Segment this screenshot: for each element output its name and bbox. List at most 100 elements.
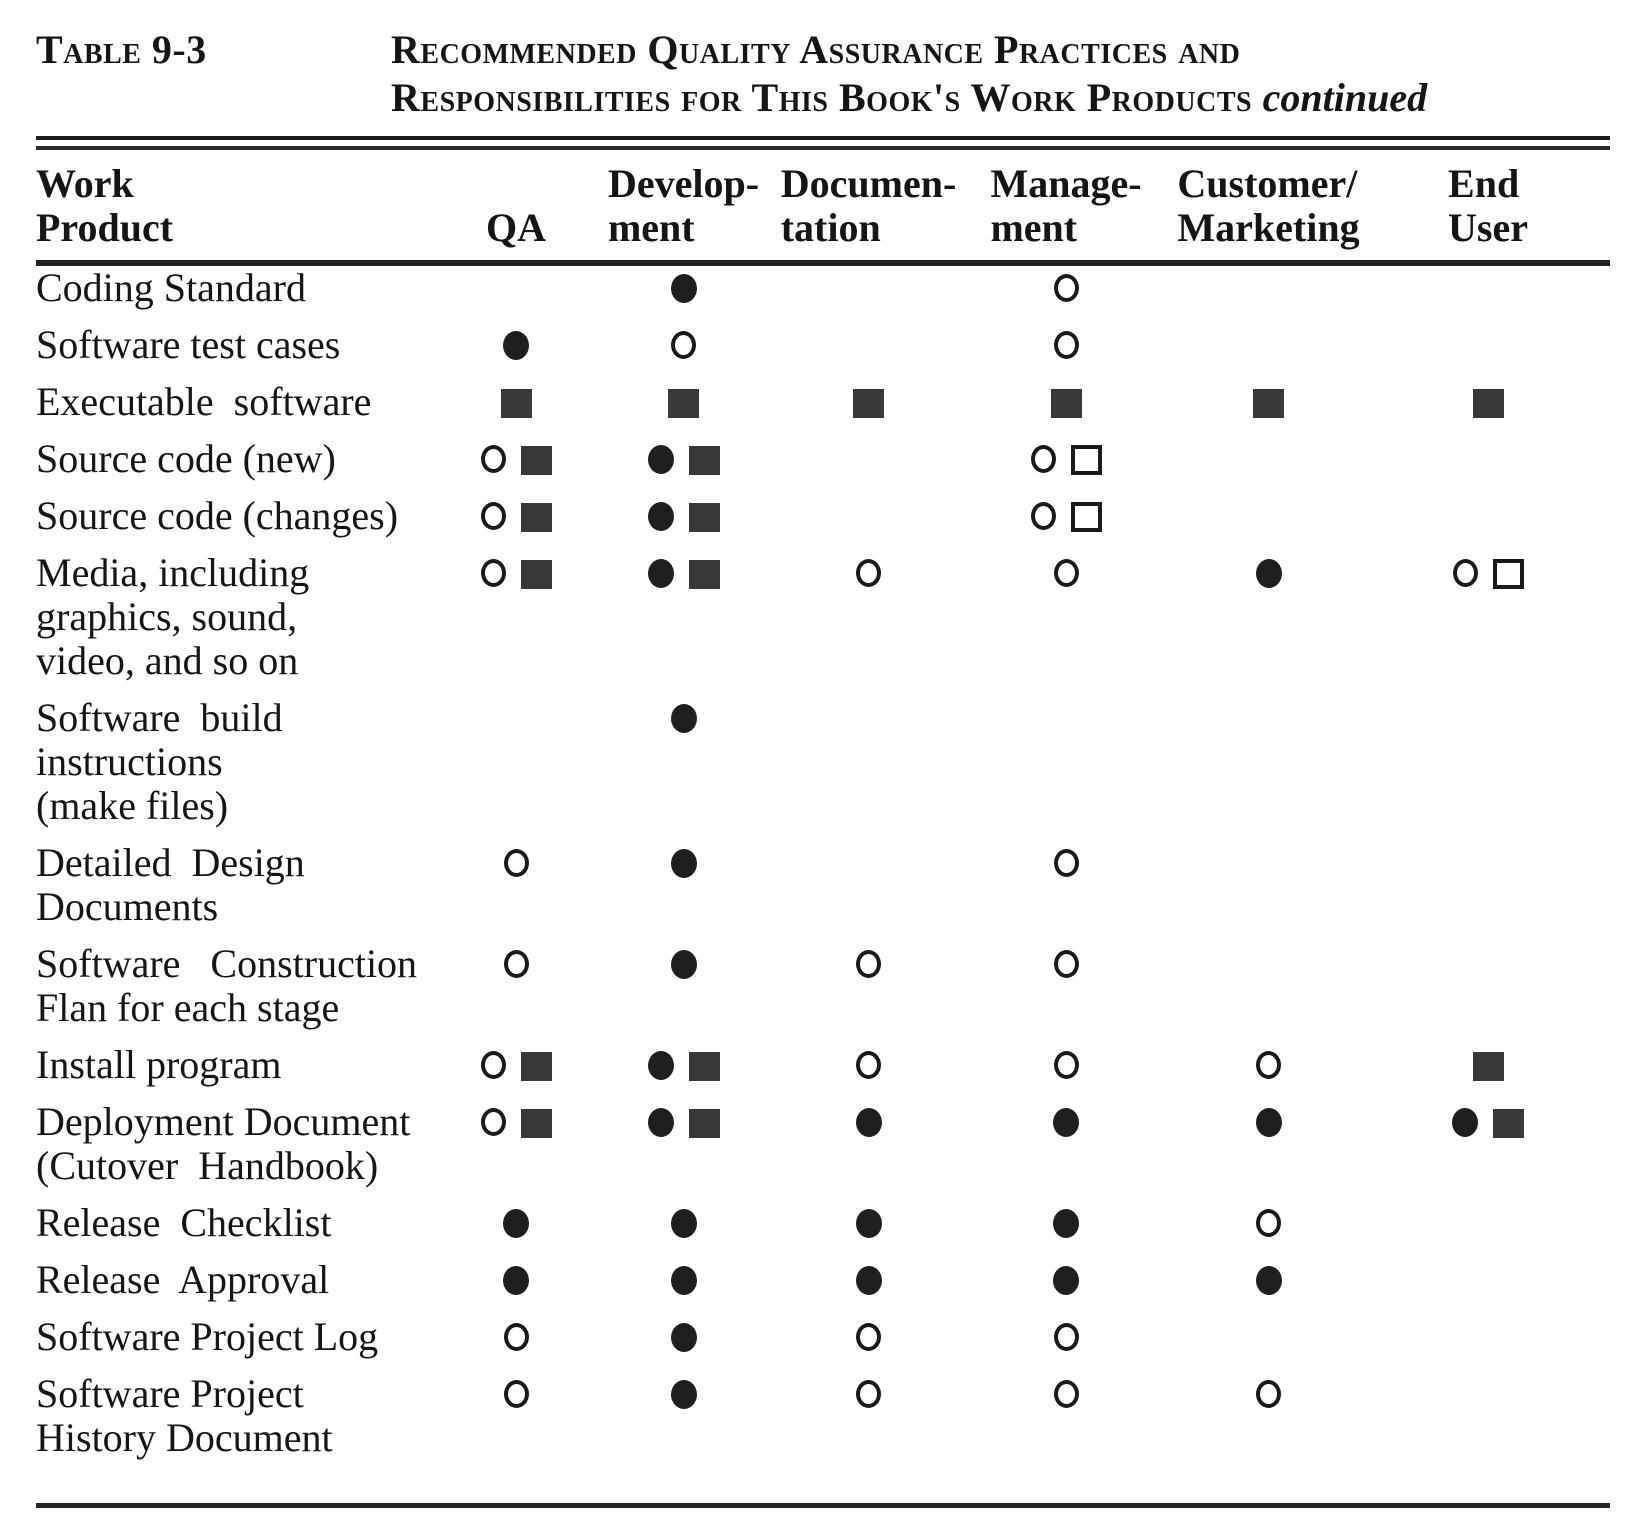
open-square-icon xyxy=(1070,445,1102,475)
responsibility-cell-development xyxy=(591,494,776,551)
responsibility-cell-qa xyxy=(441,696,591,841)
filled-circle-icon xyxy=(670,849,697,878)
filled-square-icon xyxy=(520,446,552,475)
open-circle-icon xyxy=(480,559,506,587)
filled-square-icon xyxy=(1493,1109,1524,1138)
responsibility-cell-customer-marketing xyxy=(1171,1315,1366,1372)
filled-circle-icon xyxy=(1053,1266,1079,1295)
responsibility-cell-management xyxy=(961,696,1171,841)
column-header-label: Manage-ment xyxy=(990,161,1142,250)
open-circle-icon xyxy=(856,950,881,978)
filled-square-icon xyxy=(688,1052,720,1081)
responsibility-cell-documentation xyxy=(776,942,961,1043)
responsibility-cell-end-user xyxy=(1366,1043,1610,1100)
responsibility-cell-documentation xyxy=(776,263,961,323)
open-circle-icon xyxy=(1053,331,1079,359)
responsibility-cell-end-user xyxy=(1366,380,1610,437)
responsibility-cell-qa xyxy=(441,323,591,380)
responsibility-cell-management xyxy=(961,1315,1171,1372)
responsibility-cell-development xyxy=(591,1258,776,1315)
filled-circle-icon xyxy=(670,950,697,979)
responsibility-cell-management xyxy=(961,437,1171,494)
open-circle-icon xyxy=(503,1323,529,1351)
work-product-cell: Release Checklist xyxy=(36,1201,441,1258)
column-header-label: Develop-ment xyxy=(607,161,760,250)
responsibility-cell-documentation xyxy=(776,1043,961,1100)
responsibility-cell-documentation xyxy=(776,323,961,380)
responsibility-cell-customer-marketing xyxy=(1171,380,1366,437)
open-circle-icon xyxy=(856,1380,881,1408)
open-circle-icon xyxy=(1256,1209,1281,1237)
responsibility-cell-customer-marketing xyxy=(1171,263,1366,323)
table-row: Software Project Log xyxy=(36,1315,1610,1372)
table-title-line2: Responsibilities for This Book's Work Pr… xyxy=(391,74,1427,122)
open-circle-icon xyxy=(480,502,506,530)
work-product-cell: Coding Standard xyxy=(36,263,441,323)
responsibility-cell-management xyxy=(961,841,1171,942)
responsibility-cell-management xyxy=(961,1372,1171,1473)
open-circle-icon xyxy=(1030,445,1056,473)
work-product-text: Detailed Design xyxy=(36,840,305,885)
work-product-text: Coding Standard xyxy=(36,265,306,310)
responsibility-cell-qa xyxy=(441,263,591,323)
open-circle-icon xyxy=(1053,1380,1079,1408)
open-circle-icon xyxy=(503,950,529,978)
open-circle-icon xyxy=(1053,559,1079,587)
responsibility-cell-end-user xyxy=(1366,696,1610,841)
work-product-text: (Cutover Handbook) xyxy=(36,1143,379,1188)
responsibility-cell-documentation xyxy=(776,380,961,437)
column-header-work-product: Work Product xyxy=(36,152,441,266)
work-product-cell: Media, including graphics, sound, video, a… xyxy=(36,551,441,696)
table-number-label: Table 9-3 xyxy=(36,27,207,72)
work-product-cell: Software build instructions (make files) xyxy=(36,696,441,841)
responsibility-cell-development xyxy=(591,1315,776,1372)
responsibility-cell-management xyxy=(961,1043,1171,1100)
responsibility-cell-end-user xyxy=(1366,437,1610,494)
open-circle-icon xyxy=(480,1108,506,1136)
responsibility-cell-qa xyxy=(441,1258,591,1315)
table-row: Release Approval xyxy=(36,1258,1610,1315)
open-circle-icon xyxy=(1053,274,1079,302)
work-product-text: Media, including xyxy=(36,550,310,595)
filled-circle-icon xyxy=(670,1209,697,1238)
responsibility-cell-qa xyxy=(441,1315,591,1372)
table-row: Detailed Design Documents xyxy=(36,841,1610,942)
filled-square-icon xyxy=(688,1109,720,1138)
responsibility-cell-end-user xyxy=(1366,1100,1610,1201)
responsibility-cell-qa xyxy=(441,551,591,696)
responsibility-cell-customer-marketing xyxy=(1171,942,1366,1043)
responsibility-cell-management xyxy=(961,1258,1171,1315)
responsibility-cell-end-user xyxy=(1366,494,1610,551)
open-circle-icon xyxy=(1053,1323,1079,1351)
filled-square-icon xyxy=(1472,389,1504,418)
responsibility-cell-management xyxy=(961,1100,1171,1201)
responsibility-cell-qa xyxy=(441,380,591,437)
responsibility-cell-development xyxy=(591,323,776,380)
responsibility-cell-qa xyxy=(441,1372,591,1473)
filled-circle-icon xyxy=(855,1209,882,1238)
responsibility-cell-documentation xyxy=(776,437,961,494)
filled-circle-icon xyxy=(647,445,674,474)
responsibility-cell-qa xyxy=(441,437,591,494)
column-header-label: QA xyxy=(486,205,546,250)
column-header-qa: QA xyxy=(441,152,591,266)
open-square-icon xyxy=(1070,502,1102,532)
work-product-text: Flan for each stage xyxy=(36,985,340,1030)
filled-square-icon xyxy=(500,389,532,418)
open-circle-icon xyxy=(1030,502,1056,530)
filled-square-icon xyxy=(688,503,720,532)
responsibility-cell-end-user xyxy=(1366,942,1610,1043)
responsibility-cell-management xyxy=(961,551,1171,696)
responsibility-cell-customer-marketing xyxy=(1171,437,1366,494)
filled-circle-icon xyxy=(1255,1266,1282,1295)
open-circle-icon xyxy=(503,1380,529,1408)
responsibility-cell-qa xyxy=(441,1201,591,1258)
open-square-icon xyxy=(1492,559,1524,589)
work-product-text: Release Approval xyxy=(36,1257,330,1302)
column-header-management: Manage-ment xyxy=(961,152,1171,266)
responsibility-cell-customer-marketing xyxy=(1171,1372,1366,1473)
responsibility-cell-customer-marketing xyxy=(1171,1258,1366,1315)
filled-square-icon xyxy=(520,1109,552,1138)
filled-circle-icon xyxy=(670,274,697,303)
responsibility-cell-end-user xyxy=(1366,263,1610,323)
